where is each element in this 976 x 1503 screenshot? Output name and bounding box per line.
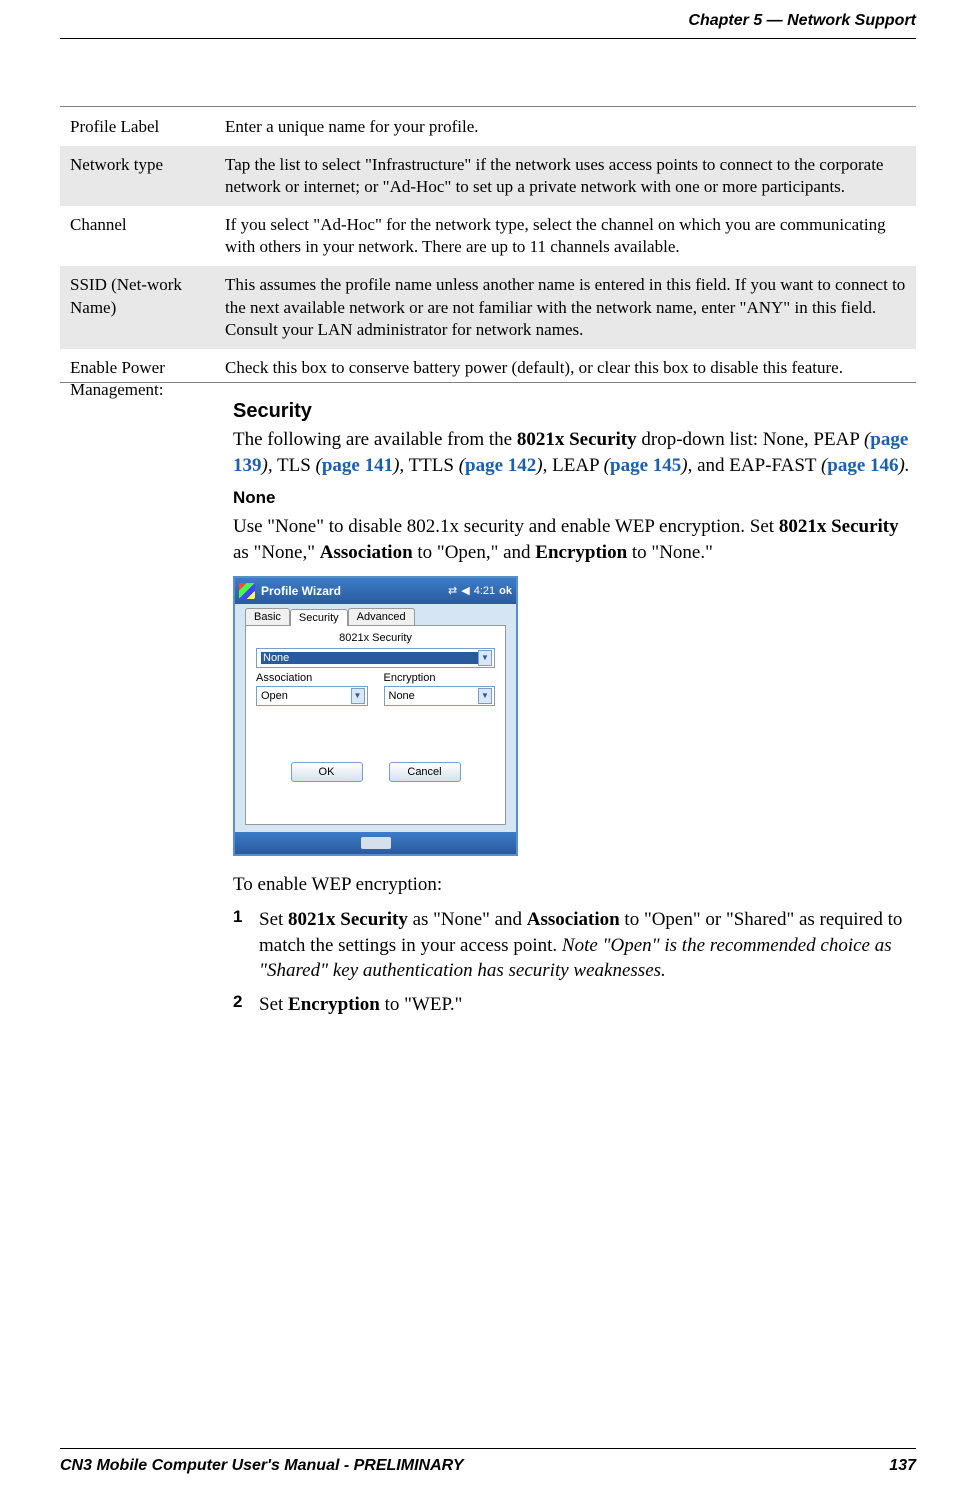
header-chapter: Chapter 5 — Network Support (688, 12, 916, 30)
link-ttls[interactable]: page 142 (465, 455, 536, 476)
keyboard-icon[interactable] (361, 837, 391, 849)
row-label: SSID (Net-work Name) (60, 266, 215, 348)
volume-icon: ◀ (461, 584, 469, 597)
dropdown-value: Open (261, 690, 351, 702)
security-panel: 8021x Security None ▼ Association Open ▼… (245, 625, 506, 825)
row-label: Channel (60, 206, 215, 266)
clock: 4:21 (474, 585, 495, 597)
dropdown-arrow-icon: ▼ (478, 688, 492, 704)
row-desc: Tap the list to select "Infrastructure" … (215, 146, 916, 206)
tab-security[interactable]: Security (290, 609, 348, 626)
step-2: 2 Set Encryption to "WEP." (233, 992, 916, 1018)
security-intro: The following are available from the 802… (233, 427, 916, 478)
header-rule (60, 38, 916, 39)
step-1: 1 Set 8021x Security as "None" and Assoc… (233, 907, 916, 984)
table-top-rule (60, 106, 916, 107)
table-bottom-rule (60, 382, 916, 383)
dropdown-value: None (389, 690, 479, 702)
text: Use "None" to disable 802.1x security an… (233, 516, 779, 537)
footer-page-number: 137 (889, 1457, 916, 1475)
security-dropdown[interactable]: None ▼ (256, 648, 495, 668)
link-eapfast[interactable]: page 146 (827, 455, 898, 476)
text-bold: Association (527, 909, 620, 930)
link-tls[interactable]: page 141 (322, 455, 393, 476)
footer-rule (60, 1448, 916, 1449)
tabs: Basic Security Advanced (235, 604, 516, 625)
footer-manual-title: CN3 Mobile Computer User's Manual - PREL… (60, 1457, 464, 1475)
text: ), (262, 455, 273, 476)
step-number: 1 (233, 907, 259, 984)
step-number: 2 (233, 992, 259, 1018)
none-heading: None (233, 488, 916, 508)
text: drop-down list: None, PEAP (637, 429, 864, 450)
row-label: Enable Power Management: (60, 349, 215, 409)
text-bold: 8021x Security (779, 516, 899, 537)
text: as "None," (233, 542, 320, 563)
step-text: Set 8021x Security as "None" and Associa… (259, 907, 916, 984)
encryption-dropdown[interactable]: None ▼ (384, 686, 496, 706)
table-row: Profile Label Enter a unique name for yo… (60, 108, 916, 146)
none-paragraph: Use "None" to disable 802.1x security an… (233, 514, 916, 565)
tab-advanced[interactable]: Advanced (348, 608, 415, 625)
tab-basic[interactable]: Basic (245, 608, 290, 625)
text: TTLS (404, 455, 459, 476)
text: ), (393, 455, 404, 476)
dropdown-value: None (261, 652, 478, 664)
text: to "None." (627, 542, 713, 563)
connectivity-icon: ⇄ (448, 584, 457, 597)
text: , and EAP-FAST (688, 455, 821, 476)
dropdown-arrow-icon: ▼ (351, 688, 365, 704)
ok-title-button[interactable]: ok (499, 585, 512, 597)
wep-intro: To enable WEP encryption: (233, 872, 916, 898)
association-label: Association (256, 672, 368, 684)
table-row: Channel If you select "Ad-Hoc" for the n… (60, 206, 916, 266)
status-icons: ⇄ ◀ 4:21 ok (448, 584, 512, 597)
profile-wizard-screenshot: Profile Wizard ⇄ ◀ 4:21 ok Basic Securit… (233, 576, 518, 856)
row-desc: Enter a unique name for your profile. (215, 108, 916, 146)
window-title: Profile Wizard (261, 584, 448, 598)
table-row: SSID (Net-work Name) This assumes the pr… (60, 266, 916, 348)
text: ). (899, 455, 910, 476)
text: to "Open," and (413, 542, 536, 563)
main-content: Security The following are available fro… (233, 400, 916, 1026)
cancel-button[interactable]: Cancel (389, 762, 461, 782)
encryption-label: Encryption (384, 672, 496, 684)
text-bold: 8021x Security (288, 909, 408, 930)
step-text: Set Encryption to "WEP." (259, 992, 916, 1018)
text-bold: Encryption (288, 994, 380, 1015)
row-desc: If you select "Ad-Hoc" for the network t… (215, 206, 916, 266)
titlebar: Profile Wizard ⇄ ◀ 4:21 ok (235, 578, 516, 604)
row-desc: This assumes the profile name unless ano… (215, 266, 916, 348)
bottom-bar (235, 832, 516, 854)
dropdown-arrow-icon: ▼ (478, 650, 492, 666)
text-bold: Association (320, 542, 413, 563)
text-bold: Encryption (535, 542, 627, 563)
table-row: Network type Tap the list to select "Inf… (60, 146, 916, 206)
association-dropdown[interactable]: Open ▼ (256, 686, 368, 706)
text: to "WEP." (380, 994, 463, 1015)
ok-button[interactable]: OK (291, 762, 363, 782)
panel-title: 8021x Security (256, 632, 495, 644)
text: , LEAP (543, 455, 604, 476)
text: TLS (273, 455, 316, 476)
text: Set (259, 994, 288, 1015)
windows-icon (239, 583, 255, 599)
security-heading: Security (233, 400, 916, 423)
text: Set (259, 909, 288, 930)
row-label: Network type (60, 146, 215, 206)
text: as "None" and (408, 909, 527, 930)
text: The following are available from the (233, 429, 517, 450)
row-label: Profile Label (60, 108, 215, 146)
link-leap[interactable]: page 145 (610, 455, 681, 476)
text-bold: 8021x Security (517, 429, 637, 450)
settings-table: Profile Label Enter a unique name for yo… (60, 108, 916, 409)
